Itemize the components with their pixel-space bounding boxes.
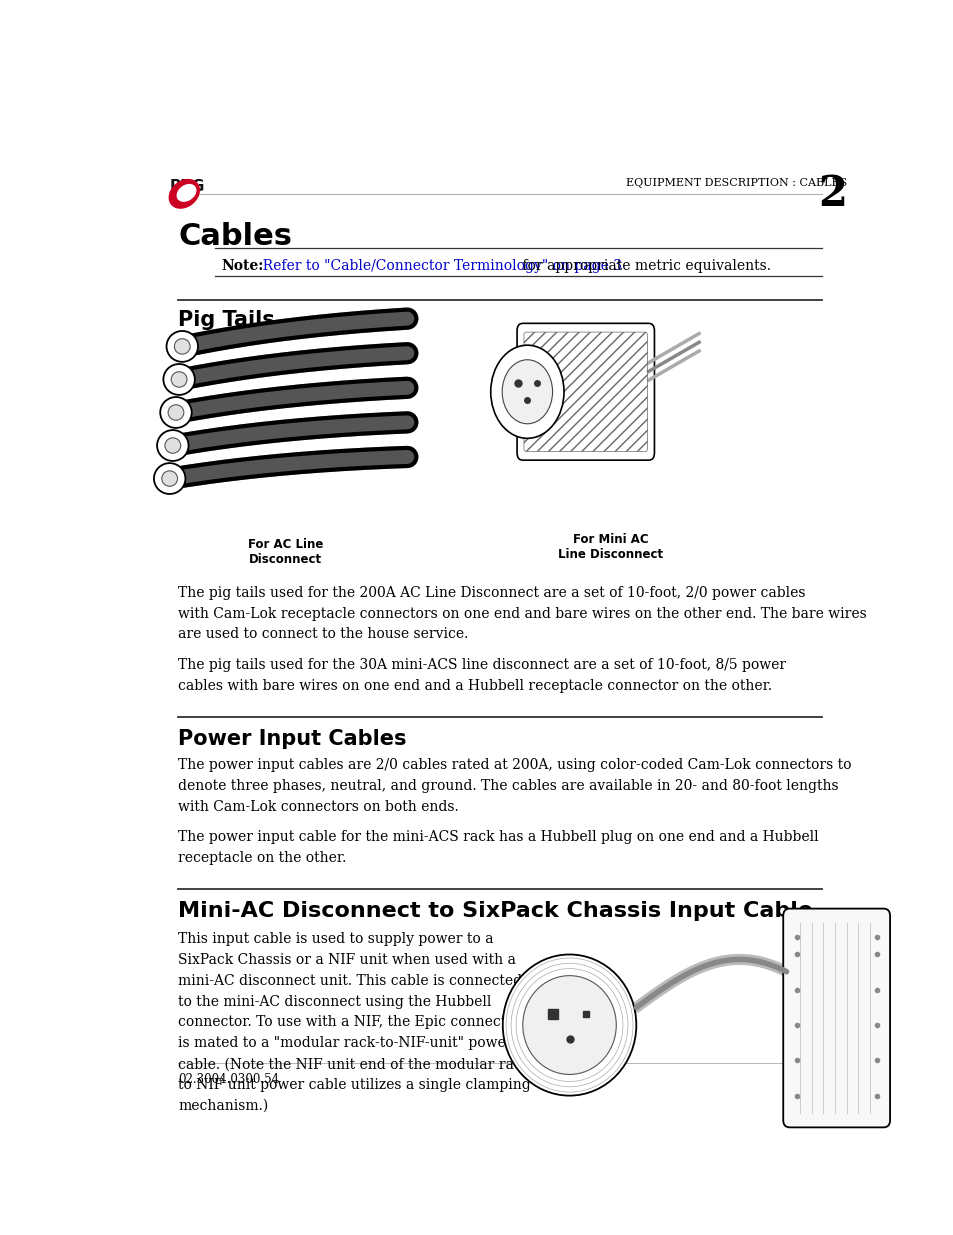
Text: The pig tails used for the 30A mini-ACS line disconnect are a set of 10-foot, 8/: The pig tails used for the 30A mini-ACS … (178, 658, 785, 672)
Circle shape (162, 471, 177, 487)
FancyBboxPatch shape (782, 909, 889, 1128)
Circle shape (174, 338, 190, 354)
Text: cables with bare wires on one end and a Hubbell receptacle connector on the othe: cables with bare wires on one end and a … (178, 679, 772, 693)
FancyBboxPatch shape (517, 324, 654, 461)
Text: Pig Tails: Pig Tails (178, 310, 274, 330)
Text: The pig tails used for the 200A AC Line Disconnect are a set of 10-foot, 2/0 pow: The pig tails used for the 200A AC Line … (178, 585, 805, 600)
Circle shape (167, 331, 198, 362)
Text: is mated to a "modular rack-to-NIF-unit" power: is mated to a "modular rack-to-NIF-unit"… (178, 1036, 513, 1051)
Circle shape (163, 364, 194, 395)
Circle shape (160, 398, 192, 429)
Text: 47: 47 (803, 1072, 821, 1087)
Text: 02.3004.0300.54: 02.3004.0300.54 (178, 1072, 279, 1086)
Text: The power input cable for the mini-ACS rack has a Hubbell plug on one end and a : The power input cable for the mini-ACS r… (178, 830, 819, 844)
Text: EQUIPMENT DESCRIPTION : CABLES: EQUIPMENT DESCRIPTION : CABLES (625, 178, 846, 188)
Text: receptacle on the other.: receptacle on the other. (178, 851, 346, 864)
Ellipse shape (169, 179, 199, 209)
Text: Refer to "Cable/Connector Terminology" on page 3: Refer to "Cable/Connector Terminology" o… (253, 258, 621, 273)
Text: connector. To use with a NIF, the Epic connector: connector. To use with a NIF, the Epic c… (178, 1015, 521, 1030)
Circle shape (522, 976, 616, 1074)
Text: mechanism.): mechanism.) (178, 1099, 269, 1113)
Circle shape (153, 463, 185, 494)
Text: PRG: PRG (170, 179, 205, 194)
Ellipse shape (177, 184, 195, 201)
Text: For AC Line
Disconnect: For AC Line Disconnect (248, 538, 323, 566)
Text: SixPack Chassis or a NIF unit when used with a: SixPack Chassis or a NIF unit when used … (178, 952, 516, 967)
Text: are used to connect to the house service.: are used to connect to the house service… (178, 627, 468, 641)
Text: with Cam-Lok connectors on both ends.: with Cam-Lok connectors on both ends. (178, 799, 458, 814)
Text: denote three phases, neutral, and ground. The cables are available in 20- and 80: denote three phases, neutral, and ground… (178, 779, 838, 793)
Text: For Mini AC
Line Disconnect: For Mini AC Line Disconnect (558, 534, 662, 562)
Text: cable. (Note the NIF unit end of the modular rack: cable. (Note the NIF unit end of the mod… (178, 1057, 530, 1071)
Text: Power Input Cables: Power Input Cables (178, 729, 407, 750)
Circle shape (490, 345, 563, 438)
Text: Cables: Cables (178, 222, 292, 252)
Circle shape (171, 372, 187, 388)
Text: to the mini-AC disconnect using the Hubbell: to the mini-AC disconnect using the Hubb… (178, 994, 491, 1009)
Text: 2: 2 (817, 173, 846, 215)
Text: to NIF unit power cable utilizes a single clamping: to NIF unit power cable utilizes a singl… (178, 1078, 531, 1092)
Text: for appropriate metric equivalents.: for appropriate metric equivalents. (518, 258, 771, 273)
Circle shape (165, 438, 180, 453)
Text: Mini-AC Disconnect to SixPack Chassis Input Cable: Mini-AC Disconnect to SixPack Chassis In… (178, 902, 813, 921)
Text: with Cam-Lok receptacle connectors on one end and bare wires on the other end. T: with Cam-Lok receptacle connectors on on… (178, 606, 866, 620)
Circle shape (501, 359, 552, 424)
Circle shape (168, 405, 184, 420)
Text: Note:: Note: (221, 258, 263, 273)
Circle shape (157, 430, 189, 461)
Text: The power input cables are 2/0 cables rated at 200A, using color-coded Cam-Lok c: The power input cables are 2/0 cables ra… (178, 758, 851, 772)
Circle shape (502, 955, 636, 1095)
Text: This input cable is used to supply power to a: This input cable is used to supply power… (178, 931, 494, 946)
Text: mini-AC disconnect unit. This cable is connected: mini-AC disconnect unit. This cable is c… (178, 973, 522, 988)
